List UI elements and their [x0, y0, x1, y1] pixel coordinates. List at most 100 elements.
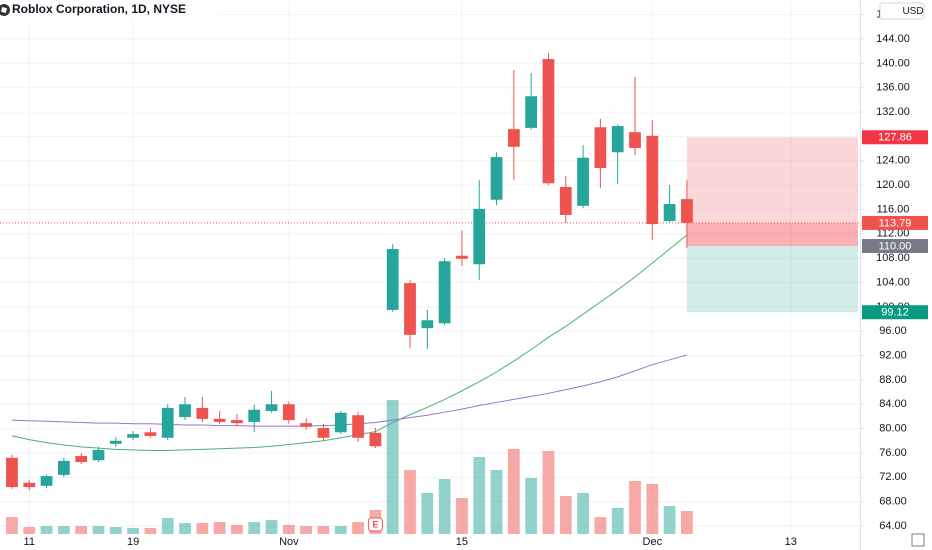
candle-body: [473, 208, 486, 265]
x-tick-label: 11: [24, 536, 35, 548]
volume-bar: [161, 518, 174, 534]
y-tick-label: 80.00: [879, 423, 907, 435]
candle-body: [231, 420, 243, 424]
x-tick-label: Dec: [643, 536, 663, 548]
y-tick-label: 140.00: [876, 57, 910, 69]
candle-body: [577, 157, 589, 206]
currency-label: USD: [902, 6, 923, 17]
volume-bar: [646, 484, 659, 534]
open-pnl-zone: [686, 222, 858, 246]
candle-body: [386, 249, 399, 310]
chart-title: Roblox Corporation, 1D, NYSE: [12, 2, 186, 16]
volume-bar: [317, 526, 330, 534]
volume-bar: [75, 526, 88, 534]
volume-bar: [663, 506, 676, 534]
y-tick-label: 108.00: [876, 252, 910, 264]
title-bg: [0, 0, 220, 20]
candle-body: [161, 407, 174, 438]
candle-body: [127, 434, 139, 438]
candle-body: [611, 126, 624, 153]
auto-scale-icon[interactable]: [911, 533, 925, 547]
volume-bar: [282, 525, 295, 534]
volume-bar: [92, 526, 105, 534]
grid: [0, 0, 860, 550]
volume-bar: [352, 522, 364, 534]
candle-body: [282, 404, 295, 421]
candle-body: [594, 127, 607, 169]
volume-bar: [456, 498, 468, 534]
candle-body: [109, 440, 122, 444]
volume-bar: [386, 400, 399, 534]
event-marker: [367, 517, 383, 532]
volume-bar: [594, 517, 607, 534]
y-tick-label: 112.00: [877, 228, 910, 240]
candle-body: [681, 199, 693, 223]
price-badges: 127.86 110.00 99.12 113.79: [862, 130, 928, 320]
candle-body: [404, 283, 416, 335]
volume-bar: [334, 526, 347, 534]
y-tick-label: 64.00: [879, 520, 907, 532]
y-tick-label: 120.00: [876, 179, 910, 191]
y-tick-label: 76.00: [879, 447, 907, 459]
position-tool: [0, 137, 860, 313]
candle-body: [6, 457, 18, 488]
y-tick-label: 124.00: [876, 155, 910, 167]
price-badge: [862, 238, 928, 253]
settings-icon[interactable]: [911, 533, 925, 547]
y-tick-label: 136.00: [876, 82, 910, 94]
candle-body: [438, 261, 451, 324]
volume-bar: [404, 470, 416, 534]
volume-bar: [525, 478, 538, 534]
candles: E: [6, 53, 693, 532]
candle-body: [507, 129, 520, 147]
y-tick-label: 88.00: [879, 374, 907, 386]
candle-body: [421, 320, 434, 329]
price-badge-label: 99.12: [881, 307, 909, 319]
y-tick-label: 104.00: [876, 276, 910, 288]
moving-average: [11, 354, 688, 427]
volume-bar: [109, 527, 122, 534]
price-badge: [862, 130, 928, 145]
candle-body: [57, 460, 70, 475]
candle-body: [525, 96, 538, 128]
candle-body: [40, 476, 53, 486]
candle-body: [369, 432, 382, 447]
candle-body: [352, 415, 364, 438]
y-tick-label: 72.00: [879, 471, 907, 483]
price-badge-label: 113.79: [879, 217, 912, 229]
volume-bar: [542, 451, 555, 534]
candle-body: [456, 255, 468, 259]
y-tick-label: 84.00: [879, 398, 907, 410]
volume: [6, 400, 693, 534]
candle-body: [559, 186, 572, 215]
y-tick-label: 96.00: [879, 325, 907, 337]
candle-body: [629, 132, 641, 148]
y-tick-label: 132.00: [876, 106, 910, 118]
y-tick-label: 116.00: [877, 203, 910, 215]
candle-body: [334, 412, 347, 433]
volume-bar: [629, 481, 641, 534]
volume-bar: [507, 449, 520, 534]
volume-bar: [473, 457, 486, 534]
x-tick-label: Nov: [279, 536, 299, 548]
y-tick-label: 92.00: [879, 349, 907, 361]
volume-bar: [681, 511, 693, 534]
candle-body: [23, 482, 36, 488]
price-badge-label: 127.86: [878, 132, 912, 144]
currency-bg: [879, 2, 925, 20]
volume-bar: [144, 528, 157, 534]
candle-body: [248, 409, 261, 422]
candle-body: [179, 404, 191, 418]
candle-body: [75, 456, 88, 463]
x-tick-label: 19: [127, 536, 139, 548]
volume-bar: [248, 522, 261, 534]
candle-body: [196, 407, 209, 419]
event-label: E: [372, 519, 378, 529]
title-bar: Roblox Corporation, 1D, NYSE: [0, 0, 220, 20]
stop-zone: [686, 137, 858, 246]
price-badge: [862, 305, 928, 320]
volume-bar: [438, 479, 451, 534]
symbol-logo-mark: [0, 6, 8, 14]
candle-body: [92, 449, 105, 461]
